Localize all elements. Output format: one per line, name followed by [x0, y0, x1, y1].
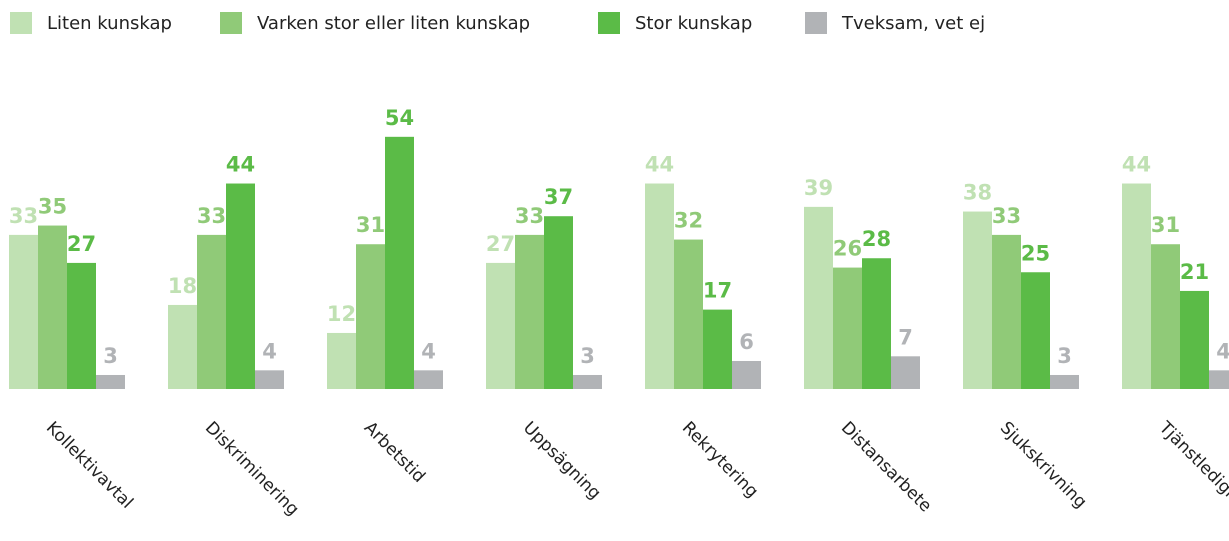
legend-swatch	[598, 12, 620, 34]
x-tick-label: Tjänstledighet	[1154, 417, 1229, 518]
data-label: 33	[992, 204, 1021, 228]
bar	[732, 360, 761, 389]
data-label: 26	[833, 237, 862, 261]
bar	[197, 234, 226, 389]
bar	[1151, 244, 1180, 389]
bar	[804, 206, 833, 389]
data-label: 4	[262, 339, 277, 363]
data-label: 25	[1021, 241, 1050, 265]
bar	[833, 267, 862, 389]
data-label: 27	[67, 232, 96, 256]
data-label: 3	[103, 344, 118, 368]
legend-label: Stor kunskap	[635, 13, 752, 34]
bar	[573, 374, 602, 389]
bar	[674, 239, 703, 389]
bar	[544, 216, 573, 389]
data-label: 17	[703, 279, 732, 303]
data-label: 3	[1057, 344, 1072, 368]
bar	[1180, 290, 1209, 389]
bar	[992, 234, 1021, 389]
data-label: 12	[327, 302, 356, 326]
data-label: 4	[1216, 339, 1229, 363]
bar	[38, 225, 67, 389]
bar	[385, 136, 414, 389]
bar	[891, 356, 920, 389]
data-label: 7	[898, 325, 913, 349]
bar	[862, 258, 891, 389]
legend-swatch	[10, 12, 32, 34]
legend-label: Liten kunskap	[47, 13, 172, 34]
data-label: 31	[356, 213, 385, 237]
data-label: 27	[486, 232, 515, 256]
x-tick-label: Rekrytering	[678, 418, 762, 502]
bar	[9, 234, 38, 389]
x-tick-label: Distansarbete	[837, 418, 935, 516]
bar	[168, 304, 197, 389]
bar	[1209, 370, 1229, 389]
data-label: 21	[1180, 260, 1209, 284]
x-tick-label: Diskriminering	[201, 418, 303, 520]
legend-swatch	[220, 12, 242, 34]
bar	[1122, 183, 1151, 389]
data-label: 35	[38, 195, 67, 219]
bar	[414, 370, 443, 389]
bar	[963, 211, 992, 389]
legend-label: Tveksam, vet ej	[841, 13, 985, 34]
data-label: 3	[580, 344, 595, 368]
legend-swatch	[805, 12, 827, 34]
bar	[645, 183, 674, 389]
bar	[226, 183, 255, 389]
bar	[486, 262, 515, 389]
data-label: 18	[168, 274, 197, 298]
bar	[67, 262, 96, 389]
bar	[96, 374, 125, 389]
bar	[1021, 272, 1050, 389]
data-label: 32	[674, 209, 703, 233]
data-label: 31	[1151, 213, 1180, 237]
data-label: 33	[515, 204, 544, 228]
data-label: 44	[1122, 153, 1151, 177]
data-label: 39	[804, 176, 833, 200]
bar	[1050, 374, 1079, 389]
x-tick-label: Sjukskrivning	[996, 418, 1091, 513]
legend-label: Varken stor eller liten kunskap	[257, 13, 530, 34]
bar	[515, 234, 544, 389]
data-label: 28	[862, 227, 891, 251]
x-tick-label: Arbetstid	[360, 418, 429, 487]
data-label: 33	[197, 204, 226, 228]
bar	[327, 332, 356, 389]
data-label: 54	[385, 106, 414, 130]
data-label: 4	[421, 339, 436, 363]
bar	[703, 309, 732, 389]
x-tick-label: Uppsägning	[519, 418, 605, 504]
bar	[255, 370, 284, 389]
data-label: 6	[739, 330, 754, 354]
data-label: 37	[544, 185, 573, 209]
data-label: 33	[9, 204, 38, 228]
x-tick-label: Kollektivavtal	[42, 418, 137, 513]
bar	[356, 244, 385, 389]
data-label: 44	[226, 153, 255, 177]
data-label: 38	[963, 181, 992, 205]
data-label: 44	[645, 153, 674, 177]
